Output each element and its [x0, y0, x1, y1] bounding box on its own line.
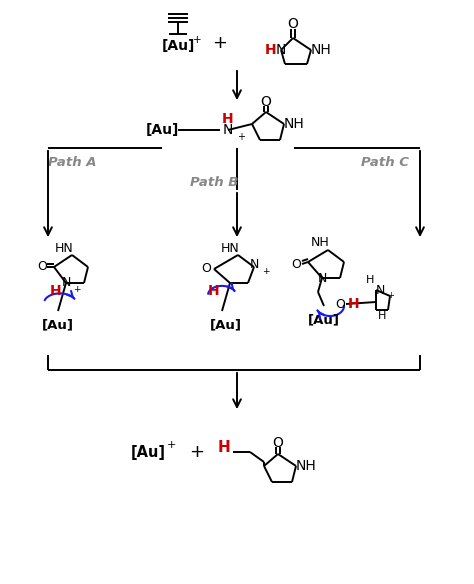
Text: +: +	[212, 34, 228, 52]
Text: +: +	[190, 443, 204, 461]
Text: +: +	[167, 440, 176, 450]
Text: [Au]: [Au]	[130, 444, 165, 460]
Text: O: O	[335, 297, 345, 311]
Text: O: O	[37, 260, 47, 273]
Text: Path B: Path B	[190, 176, 238, 189]
Text: H: H	[222, 112, 234, 126]
Text: H: H	[348, 297, 360, 311]
Text: H: H	[366, 275, 374, 285]
Text: HN: HN	[55, 242, 73, 255]
Text: O: O	[288, 17, 299, 31]
Text: [Au]: [Au]	[161, 39, 195, 53]
Text: N: N	[61, 276, 71, 290]
Text: O: O	[291, 258, 301, 270]
Text: H: H	[378, 311, 386, 321]
Text: +: +	[73, 284, 81, 294]
Text: [Au]: [Au]	[146, 123, 179, 137]
Text: NH: NH	[296, 459, 316, 473]
Text: NH: NH	[310, 43, 331, 57]
Text: N: N	[317, 272, 327, 284]
Text: [Au]: [Au]	[210, 318, 242, 332]
Text: [Au]: [Au]	[42, 318, 74, 332]
Text: O: O	[261, 95, 272, 109]
Text: N: N	[223, 123, 233, 137]
Text: +: +	[387, 291, 394, 301]
Text: Path A: Path A	[48, 155, 96, 169]
Text: N: N	[276, 43, 286, 57]
Text: +: +	[262, 266, 270, 276]
Text: H: H	[50, 284, 62, 298]
Text: O: O	[201, 262, 211, 276]
Text: HN: HN	[220, 242, 239, 255]
Text: NH: NH	[283, 117, 304, 131]
Text: +: +	[193, 35, 201, 45]
Text: O: O	[273, 436, 283, 450]
Text: Path C: Path C	[361, 155, 409, 169]
Text: NH: NH	[310, 237, 329, 249]
Text: N: N	[249, 259, 259, 272]
Text: H: H	[218, 440, 230, 456]
Text: [Au]: [Au]	[308, 314, 340, 326]
Text: N: N	[375, 283, 385, 297]
Text: +: +	[237, 132, 245, 142]
Text: H: H	[265, 43, 277, 57]
Text: H: H	[208, 284, 220, 298]
